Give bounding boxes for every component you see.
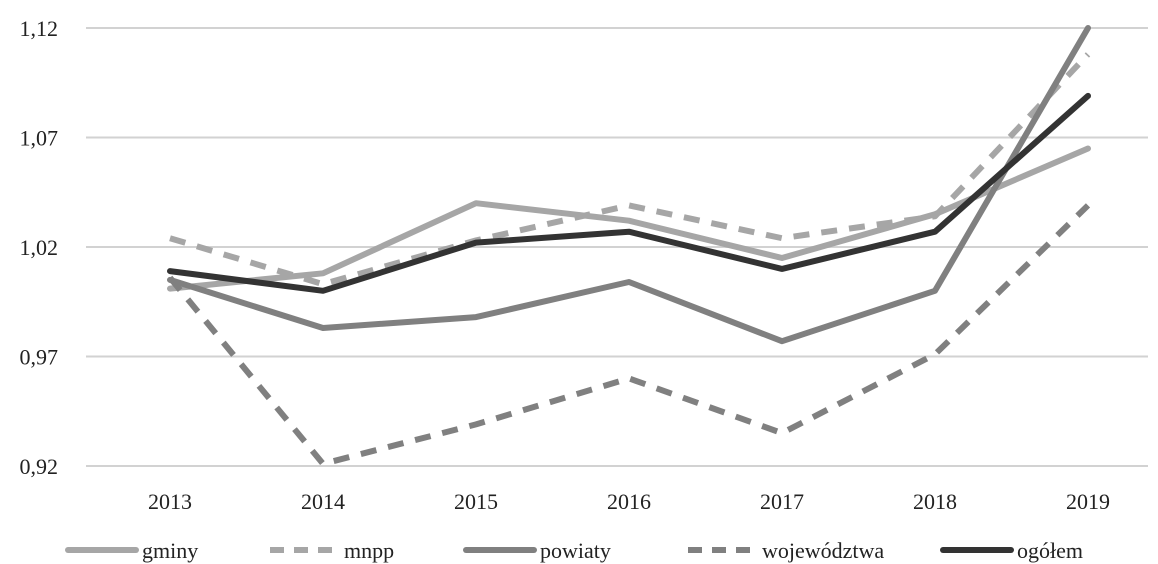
series-line-2 (169, 52, 1091, 288)
x-tick-label: 2019 (1066, 489, 1110, 514)
x-axis-ticks: 2013 2014 2015 2016 2017 2018 2019 (148, 489, 1110, 514)
y-tick-label: 1,02 (20, 235, 59, 260)
legend-label: ogółem (1017, 538, 1083, 563)
x-tick-label: 2014 (301, 489, 345, 514)
legend: gminy mnpp powiaty województwa ogółem (65, 538, 1083, 563)
series-line-3 (167, 25, 1091, 345)
y-axis-ticks: 1,12 1,07 1,02 0,97 0,92 (20, 16, 59, 479)
y-tick-label: 1,12 (20, 16, 59, 41)
y-tick-label: 1,07 (20, 126, 59, 151)
y-tick-label: 0,92 (20, 454, 59, 479)
x-tick-label: 2015 (454, 489, 498, 514)
series-line-5 (167, 92, 1091, 294)
x-tick-label: 2017 (760, 489, 804, 514)
series-line-4 (167, 203, 1091, 467)
legend-label: powiaty (540, 538, 611, 563)
y-tick-label: 0,97 (20, 345, 59, 370)
legend-label: mnpp (344, 538, 394, 563)
series-lines (167, 25, 1091, 467)
legend-label: gminy (142, 538, 198, 563)
x-tick-label: 2016 (607, 489, 651, 514)
legend-label: województwa (762, 538, 884, 563)
x-tick-label: 2018 (913, 489, 957, 514)
gridlines (86, 27, 1148, 467)
x-tick-label: 2013 (148, 489, 192, 514)
